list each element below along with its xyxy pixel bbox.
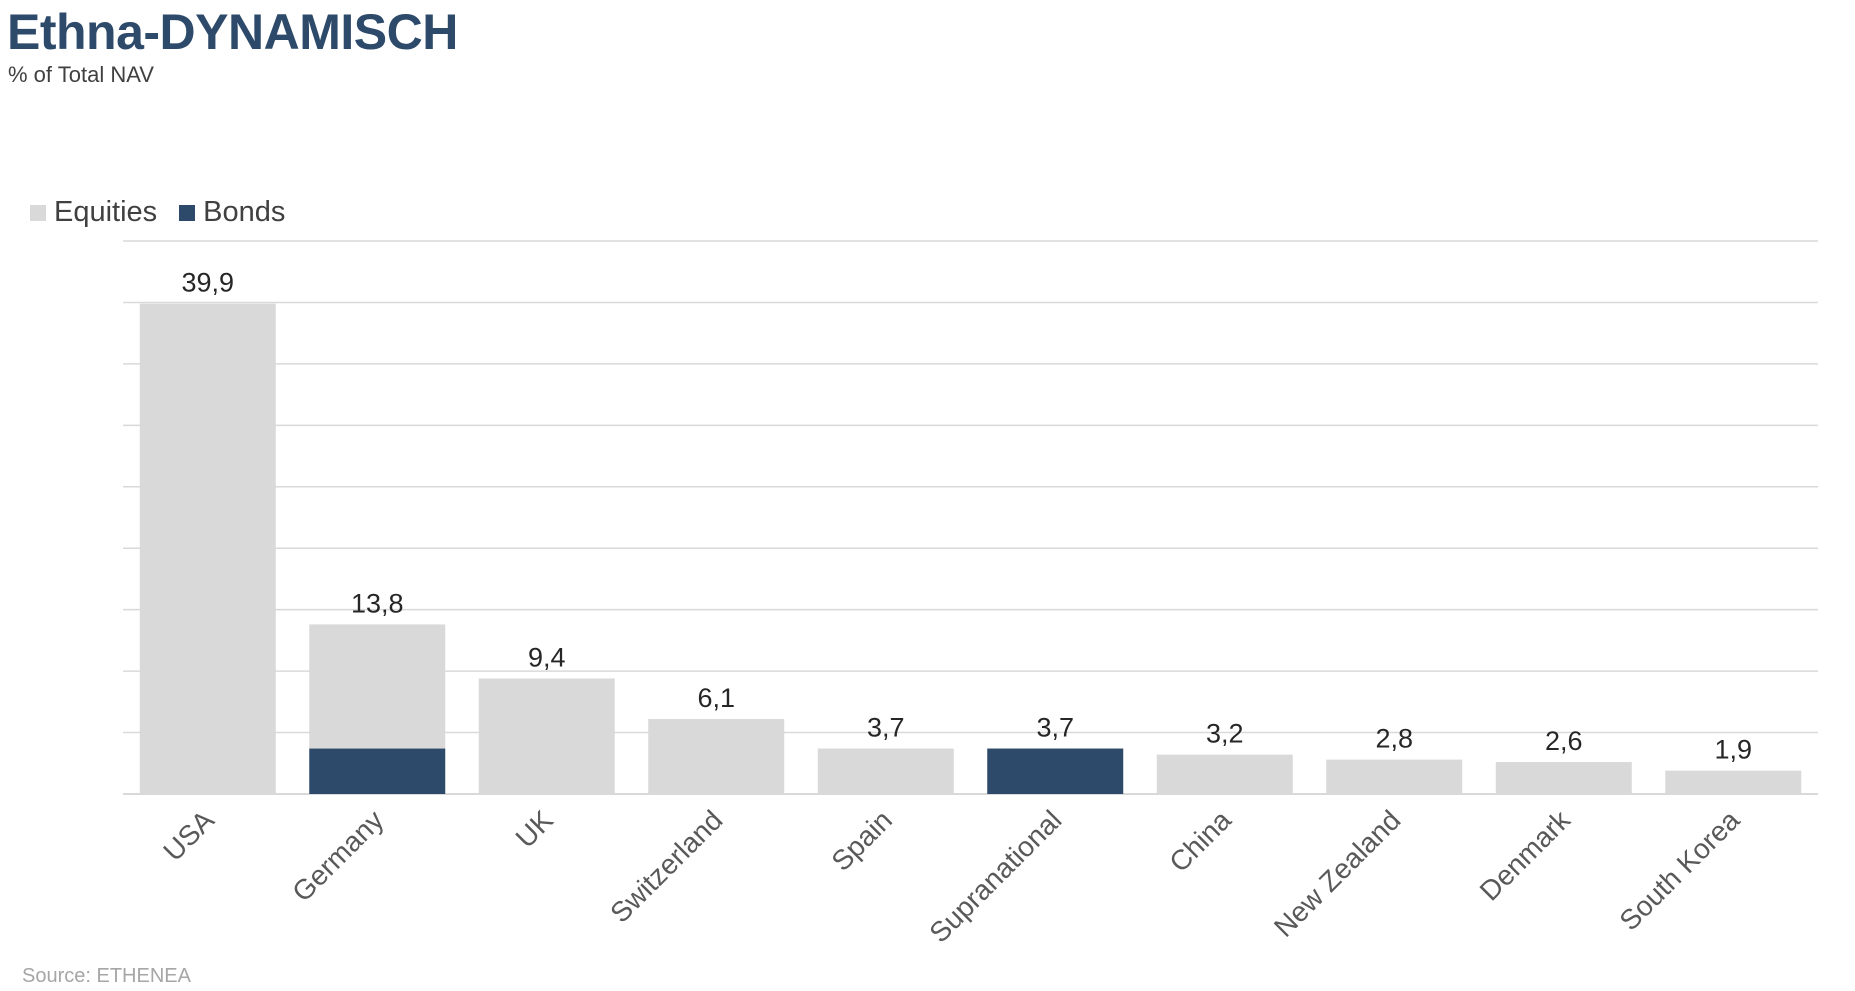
bar-equities-china [1156,754,1293,794]
x-tick-label: Denmark [1474,804,1577,907]
chart-subtitle: % of Total NAV [8,62,154,87]
legend-swatch-equities [30,204,46,221]
chart-title: Ethna-DYNAMISCH [7,4,458,60]
bar-equities-usa [139,303,276,794]
data-label: 2,8 [1375,724,1413,754]
legend-item-equities: Equities [30,196,157,229]
x-tick-label: South Korea [1613,804,1745,936]
data-label: 39,9 [181,268,234,298]
data-label: 2,6 [1545,726,1583,756]
data-label: 3,7 [1036,713,1074,743]
legend-item-bonds: Bonds [179,196,285,229]
x-tick-label: UK [510,804,560,854]
data-label: 3,2 [1206,719,1244,749]
x-tick-label: Germany [286,804,389,907]
bar-equities-south-korea [1665,770,1802,794]
bar-equities-new-zealand [1326,759,1463,794]
bar-equities-denmark [1495,762,1632,794]
data-label: 6,1 [697,683,735,713]
legend-swatch-bonds [179,204,196,221]
bar-equities-germany [309,624,446,749]
x-tick-label: China [1163,804,1237,878]
data-label: 1,9 [1714,735,1752,765]
legend-label-bonds: Bonds [203,196,286,228]
x-tick-label: USA [157,804,220,867]
legend-label-equities: Equities [54,196,158,228]
bar-equities-switzerland [648,719,785,794]
x-tick-label: Supranational [923,804,1067,948]
source-note: Source: ETHENEA [22,965,191,987]
bar-bonds-supranational [987,748,1124,794]
x-tick-label: Switzerland [604,804,728,928]
bar-equities-spain [817,748,954,794]
data-label: 9,4 [528,642,566,672]
legend: Equities Bonds [30,196,307,229]
data-label: 3,7 [867,713,905,743]
x-tick-label: New Zealand [1268,804,1407,943]
bar-equities-uk [478,678,615,794]
x-tick-label: Spain [825,804,898,877]
data-label: 13,8 [351,588,404,618]
bar-bonds-germany [309,748,446,794]
